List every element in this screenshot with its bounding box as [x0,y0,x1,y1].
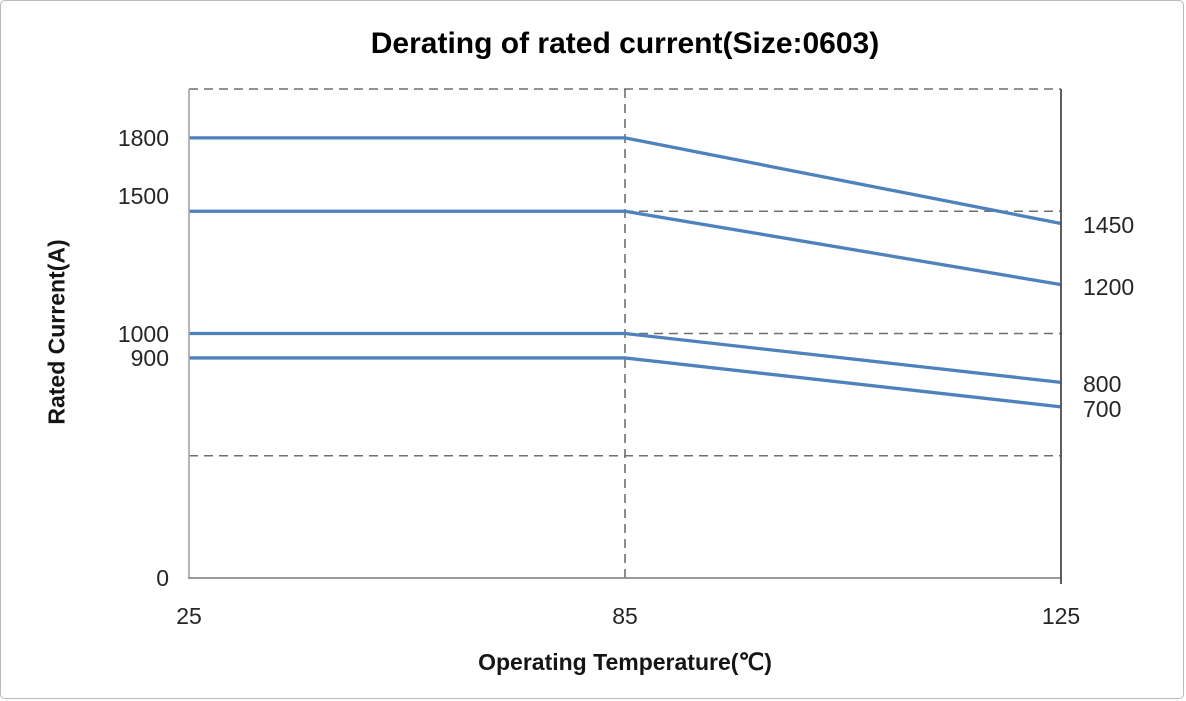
y-tick-1800: 1800 [117,124,169,151]
plot-area [188,88,1062,584]
x-axis-title: Operating Temperature(℃) [478,649,772,675]
end-label-1200: 1200 [1083,273,1135,300]
y-tick-1000: 1000 [117,320,169,347]
end-label-1450: 1450 [1083,212,1135,239]
x-tick-85: 85 [612,603,638,629]
x-tick-25: 25 [176,603,202,629]
end-label-700: 700 [1083,395,1122,422]
end-label-800: 800 [1083,371,1122,398]
line-900A [189,356,1062,409]
line-1000A [189,331,1062,385]
chart-title: Derating of rated current(Size:0603) [370,27,880,60]
line-1500A [189,209,1062,287]
y-tick-1500: 1500 [117,183,169,210]
line-1800A [189,136,1062,226]
y-tick-0: 0 [156,565,169,591]
y-tick-900: 900 [130,344,169,371]
x-tick-125: 125 [1041,603,1081,629]
